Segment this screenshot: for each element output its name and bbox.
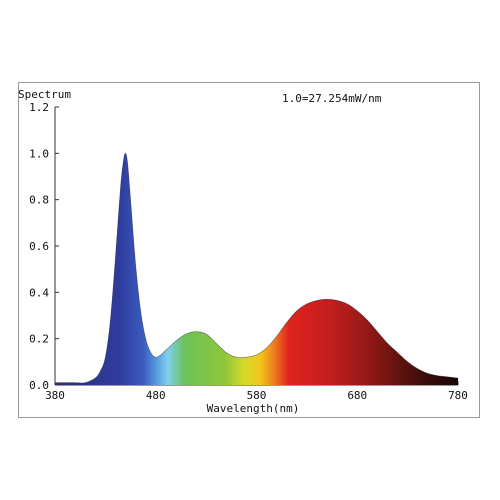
x-tick-label: 580	[247, 389, 267, 402]
y-axis-title: Spectrum	[18, 88, 71, 101]
scale-annotation: 1.0=27.254mW/nm	[282, 92, 382, 105]
x-tick-label: 780	[448, 389, 468, 402]
y-ticks: 0.0 0.2 0.4 0.6 0.8 1.0 1.2	[29, 101, 59, 392]
x-tick-label: 480	[146, 389, 166, 402]
y-tick-label: 0.4	[29, 286, 49, 299]
series-line	[55, 152, 459, 384]
y-tick-label: 0.8	[29, 194, 49, 207]
y-tick-label: 0.0	[29, 379, 49, 392]
x-tick-label: 680	[347, 389, 367, 402]
y-tick-label: 1.0	[29, 147, 49, 160]
x-axis-title: Wavelength(nm)	[207, 402, 300, 415]
x-tick-label: 380	[45, 389, 65, 402]
y-tick-label: 0.2	[29, 333, 49, 346]
y-tick-label: 0.6	[29, 240, 49, 253]
y-tick-label: 1.2	[29, 101, 49, 114]
spectrum-area	[55, 153, 458, 385]
x-ticks: 380 480 580 680 780	[45, 381, 468, 402]
